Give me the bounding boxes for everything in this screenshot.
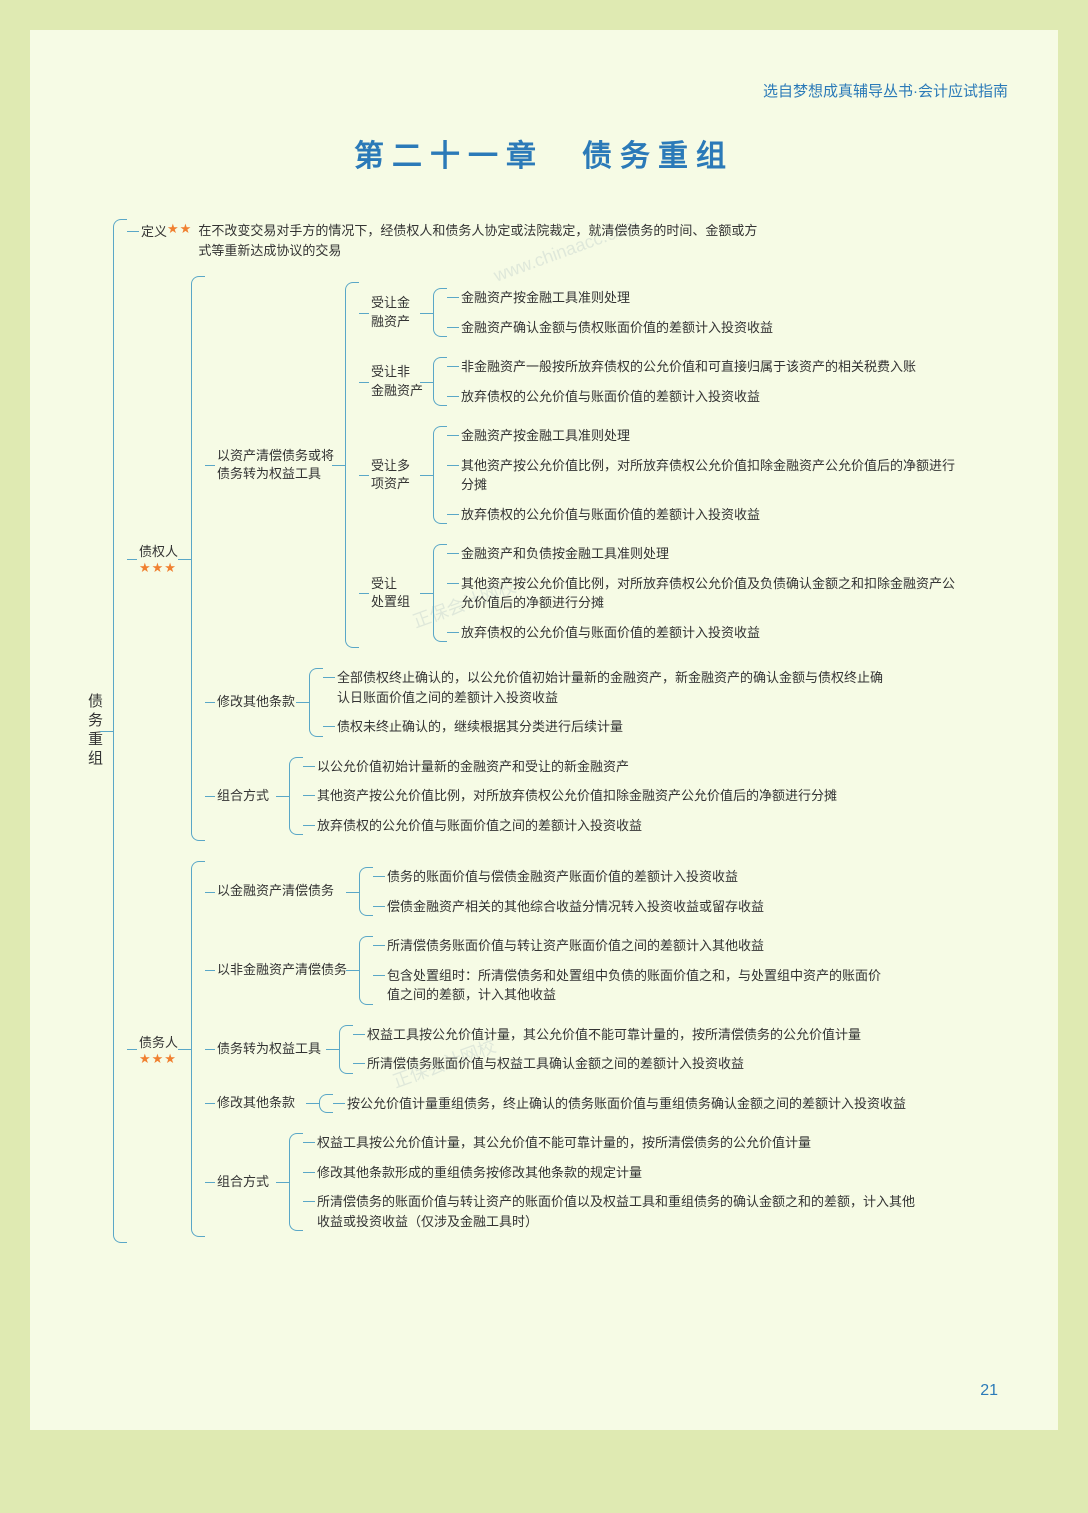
c-m1-s1-brace (433, 357, 447, 406)
header-text: 选自梦想成真辅导丛书·会计应试指南 (80, 80, 1008, 101)
leaf: 所清偿债务的账面价值与转让资产的账面价值以及权益工具和重组债务的确认金额之和的差… (303, 1192, 923, 1231)
c-m1-s2-brace (433, 426, 447, 524)
c-m1-s2-l1: 受让多 (371, 457, 410, 475)
creditor-brace (191, 276, 205, 841)
c-m1-s1-l1: 受让非 (371, 363, 410, 381)
debtor-m3-brace (319, 1094, 333, 1114)
leaf: 债务的账面价值与偿债金融资产账面价值的差额计入投资收益 (373, 867, 764, 887)
leaf: 修改其他条款形成的重组债务按修改其他条款的规定计量 (303, 1163, 823, 1183)
debtor-stars: ★★★ (139, 1051, 181, 1067)
debtor-m2-label: 债务转为权益工具 (217, 1040, 321, 1058)
creditor-m1: 以资产清偿债务或将债务转为权益工具 受让金融资产 金融资产按金融工具准则处理 金… (205, 278, 1008, 652)
creditor-m3-brace (289, 757, 303, 836)
definition-row: 定义 ★★ 在不改变交易对手方的情况下，经债权人和债务人协定或法院裁定，就清偿债… (127, 221, 1008, 260)
leaf: 金融资产和负债按金融工具准则处理 (447, 544, 967, 564)
debtor-brace (191, 861, 205, 1237)
leaf: 按公允价值计量重组债务，终止确认的债务账面价值与重组债务确认金额之间的差额计入投… (333, 1094, 906, 1114)
c-m1-s3-l1: 受让 (371, 575, 397, 593)
leaf: 债权未终止确认的，继续根据其分类进行后续计量 (323, 717, 843, 737)
leaf: 金融资产确认金额与债权账面价值的差额计入投资收益 (447, 318, 773, 338)
debtor-m2-brace (339, 1025, 353, 1074)
page-number: 21 (980, 1382, 998, 1400)
c-m1-sub1: 受让非金融资产 非金融资产一般按所放弃债权的公允价值和可直接归属于该资产的相关税… (359, 353, 1008, 410)
c-m1-sub3: 受让处置组 金融资产和负债按金融工具准则处理 其他资产按公允价值比例，对所放弃债… (359, 540, 1008, 646)
debtor-m1-brace (359, 936, 373, 1005)
leaf: 权益工具按公允价值计量，其公允价值不能可靠计量的，按所清偿债务的公允价值计量 (353, 1025, 861, 1045)
creditor-m2: 修改其他条款 全部债权终止确认的，以公允价值初始计量新的金融资产，新金融资产的确… (205, 664, 1008, 741)
leaf: 金融资产按金融工具准则处理 (447, 426, 967, 446)
c-m1-sub0: 受让金融资产 金融资产按金融工具准则处理 金融资产确认金额与债权账面价值的差额计… (359, 284, 1008, 341)
debtor-m0: 以金融资产清偿债务 债务的账面价值与偿债金融资产账面价值的差额计入投资收益 偿债… (205, 863, 1008, 920)
debtor-m2: 债务转为权益工具 权益工具按公允价值计量，其公允价值不能可靠计量的，按所清偿债务… (205, 1021, 1008, 1078)
debtor-m4: 组合方式 权益工具按公允价值计量，其公允价值不能可靠计量的，按所清偿债务的公允价… (205, 1129, 1008, 1235)
creditor-stars: ★★★ (139, 560, 181, 576)
chapter-title: 第二十一章 债务重组 (80, 131, 1008, 175)
page: 选自梦想成真辅导丛书·会计应试指南 第二十一章 债务重组 www.chinaac… (30, 30, 1058, 1430)
c-m1-s1-l2: 金融资产 (371, 382, 423, 400)
leaf: 包含处置组时：所清偿债务和处置组中负债的账面价值之和，与处置组中资产的账面价值之… (373, 966, 893, 1005)
debtor-m3: 修改其他条款 按公允价值计量重组债务，终止确认的债务账面价值与重组债务确认金额之… (205, 1090, 1008, 1118)
debtor-m1: 以非金融资产清偿债务 所清偿债务账面价值与转让资产账面价值之间的差额计入其他收益… (205, 932, 1008, 1009)
creditor-m2-label: 修改其他条款 (217, 693, 295, 711)
creditor-label: 债权人 (139, 541, 181, 560)
leaf: 非金融资产一般按所放弃债权的公允价值和可直接归属于该资产的相关税费入账 (447, 357, 916, 377)
c-m1-sub2: 受让多项资产 金融资产按金融工具准则处理 其他资产按公允价值比例，对所放弃债权公… (359, 422, 1008, 528)
tree-diagram: 债务重组 定义 ★★ 在不改变交易对手方的情况下，经债权人和债务人协定或法院裁定… (80, 215, 1008, 1247)
leaf: 放弃债权的公允价值与账面价值之间的差额计入投资收益 (303, 816, 823, 836)
leaf: 所清偿债务账面价值与转让资产账面价值之间的差额计入其他收益 (373, 936, 893, 956)
root-brace (113, 219, 127, 1243)
debtor-m4-brace (289, 1133, 303, 1231)
leaf: 以公允价值初始计量新的金融资产和受让的新金融资产 (303, 757, 837, 777)
c-m1-s0-l1: 受让金 (371, 294, 410, 312)
c-m1-s0-l2: 融资产 (371, 313, 410, 331)
definition-stars: ★★ (167, 221, 192, 237)
c-m1-s0-brace (433, 288, 447, 337)
creditor-m3-label: 组合方式 (217, 787, 269, 805)
leaf: 所清偿债务账面价值与权益工具确认金额之间的差额计入投资收益 (353, 1054, 861, 1074)
leaf: 权益工具按公允价值计量，其公允价值不能可靠计量的，按所清偿债务的公允价值计量 (303, 1133, 903, 1153)
creditor-m1-label-text: 以资产清偿债务或将债务转为权益工具 (217, 447, 337, 483)
leaf: 金融资产按金融工具准则处理 (447, 288, 773, 308)
creditor-m1-brace (345, 282, 359, 648)
creditor-group: 债权人 ★★★ 以资产清偿债务或将债务转为权益工具 (127, 272, 1008, 845)
definition-text: 在不改变交易对手方的情况下，经债权人和债务人协定或法院裁定，就清偿债务的时间、金… (198, 221, 758, 260)
debtor-group: 债务人 ★★★ 以金融资产清偿债务 债务的账面价值与偿债金融资产账面价值的差额计… (127, 857, 1008, 1241)
creditor-m2-brace (309, 668, 323, 737)
c-m1-s2-l2: 项资产 (371, 475, 410, 493)
leaf: 偿债金融资产相关的其他综合收益分情况转入投资收益或留存收益 (373, 897, 764, 917)
definition-label: 定义 (141, 221, 167, 240)
debtor-m3-label: 修改其他条款 (217, 1094, 295, 1112)
debtor-m4-label: 组合方式 (217, 1173, 269, 1191)
leaf: 放弃债权的公允价值与账面价值的差额计入投资收益 (447, 387, 916, 407)
creditor-m3: 组合方式 以公允价值初始计量新的金融资产和受让的新金融资产 其他资产按公允价值比… (205, 753, 1008, 840)
leaf: 放弃债权的公允价值与账面价值的差额计入投资收益 (447, 505, 967, 525)
leaf: 其他资产按公允价值比例，对所放弃债权公允价值扣除金融资产公允价值后的净额进行分摊 (447, 456, 967, 495)
debtor-m0-label: 以金融资产清偿债务 (217, 882, 334, 900)
debtor-m1-label: 以非金融资产清偿债务 (217, 961, 347, 979)
c-m1-s3-brace (433, 544, 447, 642)
c-m1-s3-l2: 处置组 (371, 593, 410, 611)
leaf: 其他资产按公允价值比例，对所放弃债权公允价值扣除金融资产公允价值后的净额进行分摊 (303, 786, 837, 806)
debtor-label: 债务人 (139, 1032, 181, 1051)
debtor-m0-brace (359, 867, 373, 916)
creditor-m1-label: 以资产清偿债务或将债务转为权益工具 (205, 278, 341, 652)
leaf: 放弃债权的公允价值与账面价值的差额计入投资收益 (447, 623, 967, 643)
leaf: 其他资产按公允价值比例，对所放弃债权公允价值及负债确认金额之和扣除金融资产公允价… (447, 574, 967, 613)
leaf: 全部债权终止确认的，以公允价值初始计量新的金融资产，新金融资产的确认金额与债权终… (323, 668, 883, 707)
